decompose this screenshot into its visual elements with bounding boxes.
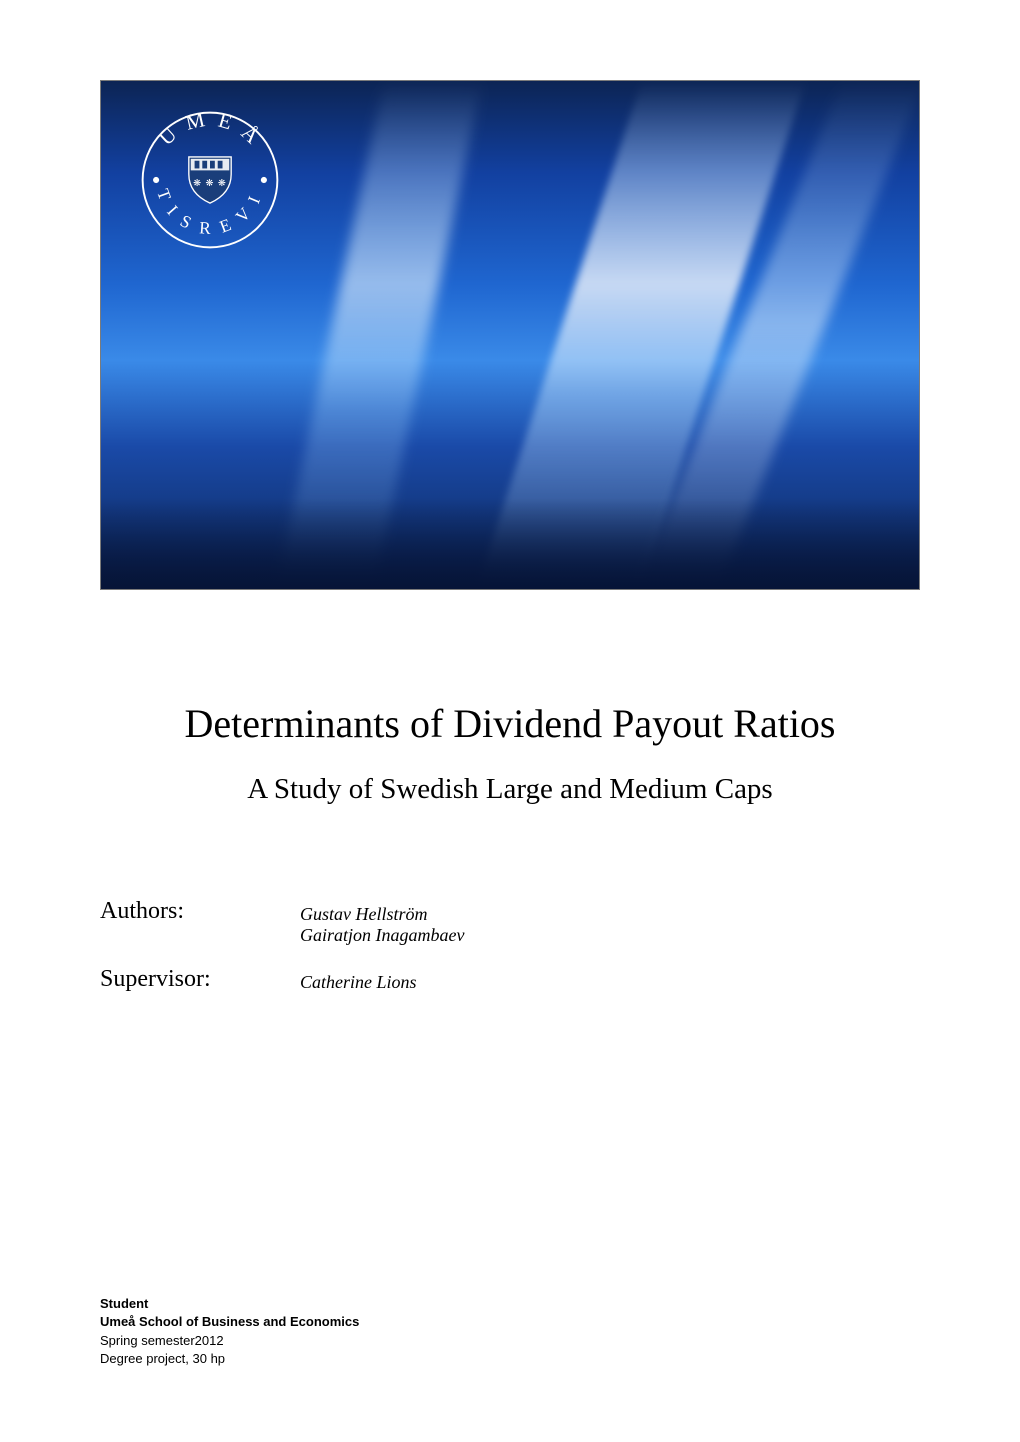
footer-line: Spring semester2012 — [100, 1332, 359, 1350]
footer-block: Student Umeå School of Business and Econ… — [100, 1295, 359, 1368]
meta-block: Authors: Gustav Hellström Gairatjon Inag… — [100, 898, 920, 993]
hero-banner: U M E Å T E T I S R E V I N U ❋ ❋ ❋ — [100, 80, 920, 590]
svg-text:❋ ❋ ❋: ❋ ❋ ❋ — [193, 178, 227, 189]
main-title: Determinants of Dividend Payout Ratios — [100, 700, 920, 747]
footer-line: Degree project, 30 hp — [100, 1350, 359, 1368]
supervisor-row: Supervisor: Catherine Lions — [100, 966, 920, 993]
author-name: Gairatjon Inagambaev — [300, 925, 464, 946]
footer-line: Student — [100, 1295, 359, 1313]
cover-page: U M E Å T E T I S R E V I N U ❋ ❋ ❋ Dete… — [0, 0, 1020, 1442]
svg-text:U M E Å: U M E Å — [154, 107, 266, 151]
authors-values: Gustav Hellström Gairatjon Inagambaev — [300, 898, 464, 946]
supervisor-label: Supervisor: — [100, 966, 270, 993]
university-logo: U M E Å T E T I S R E V I N U ❋ ❋ ❋ — [133, 103, 287, 257]
authors-label: Authors: — [100, 898, 270, 946]
author-name: Gustav Hellström — [300, 904, 464, 925]
subtitle: A Study of Swedish Large and Medium Caps — [100, 773, 920, 806]
horizon-shadow — [101, 498, 919, 589]
footer-line: Umeå School of Business and Economics — [100, 1313, 359, 1331]
title-block: Determinants of Dividend Payout Ratios A… — [100, 700, 920, 806]
authors-row: Authors: Gustav Hellström Gairatjon Inag… — [100, 898, 920, 946]
supervisor-value: Catherine Lions — [300, 966, 417, 993]
